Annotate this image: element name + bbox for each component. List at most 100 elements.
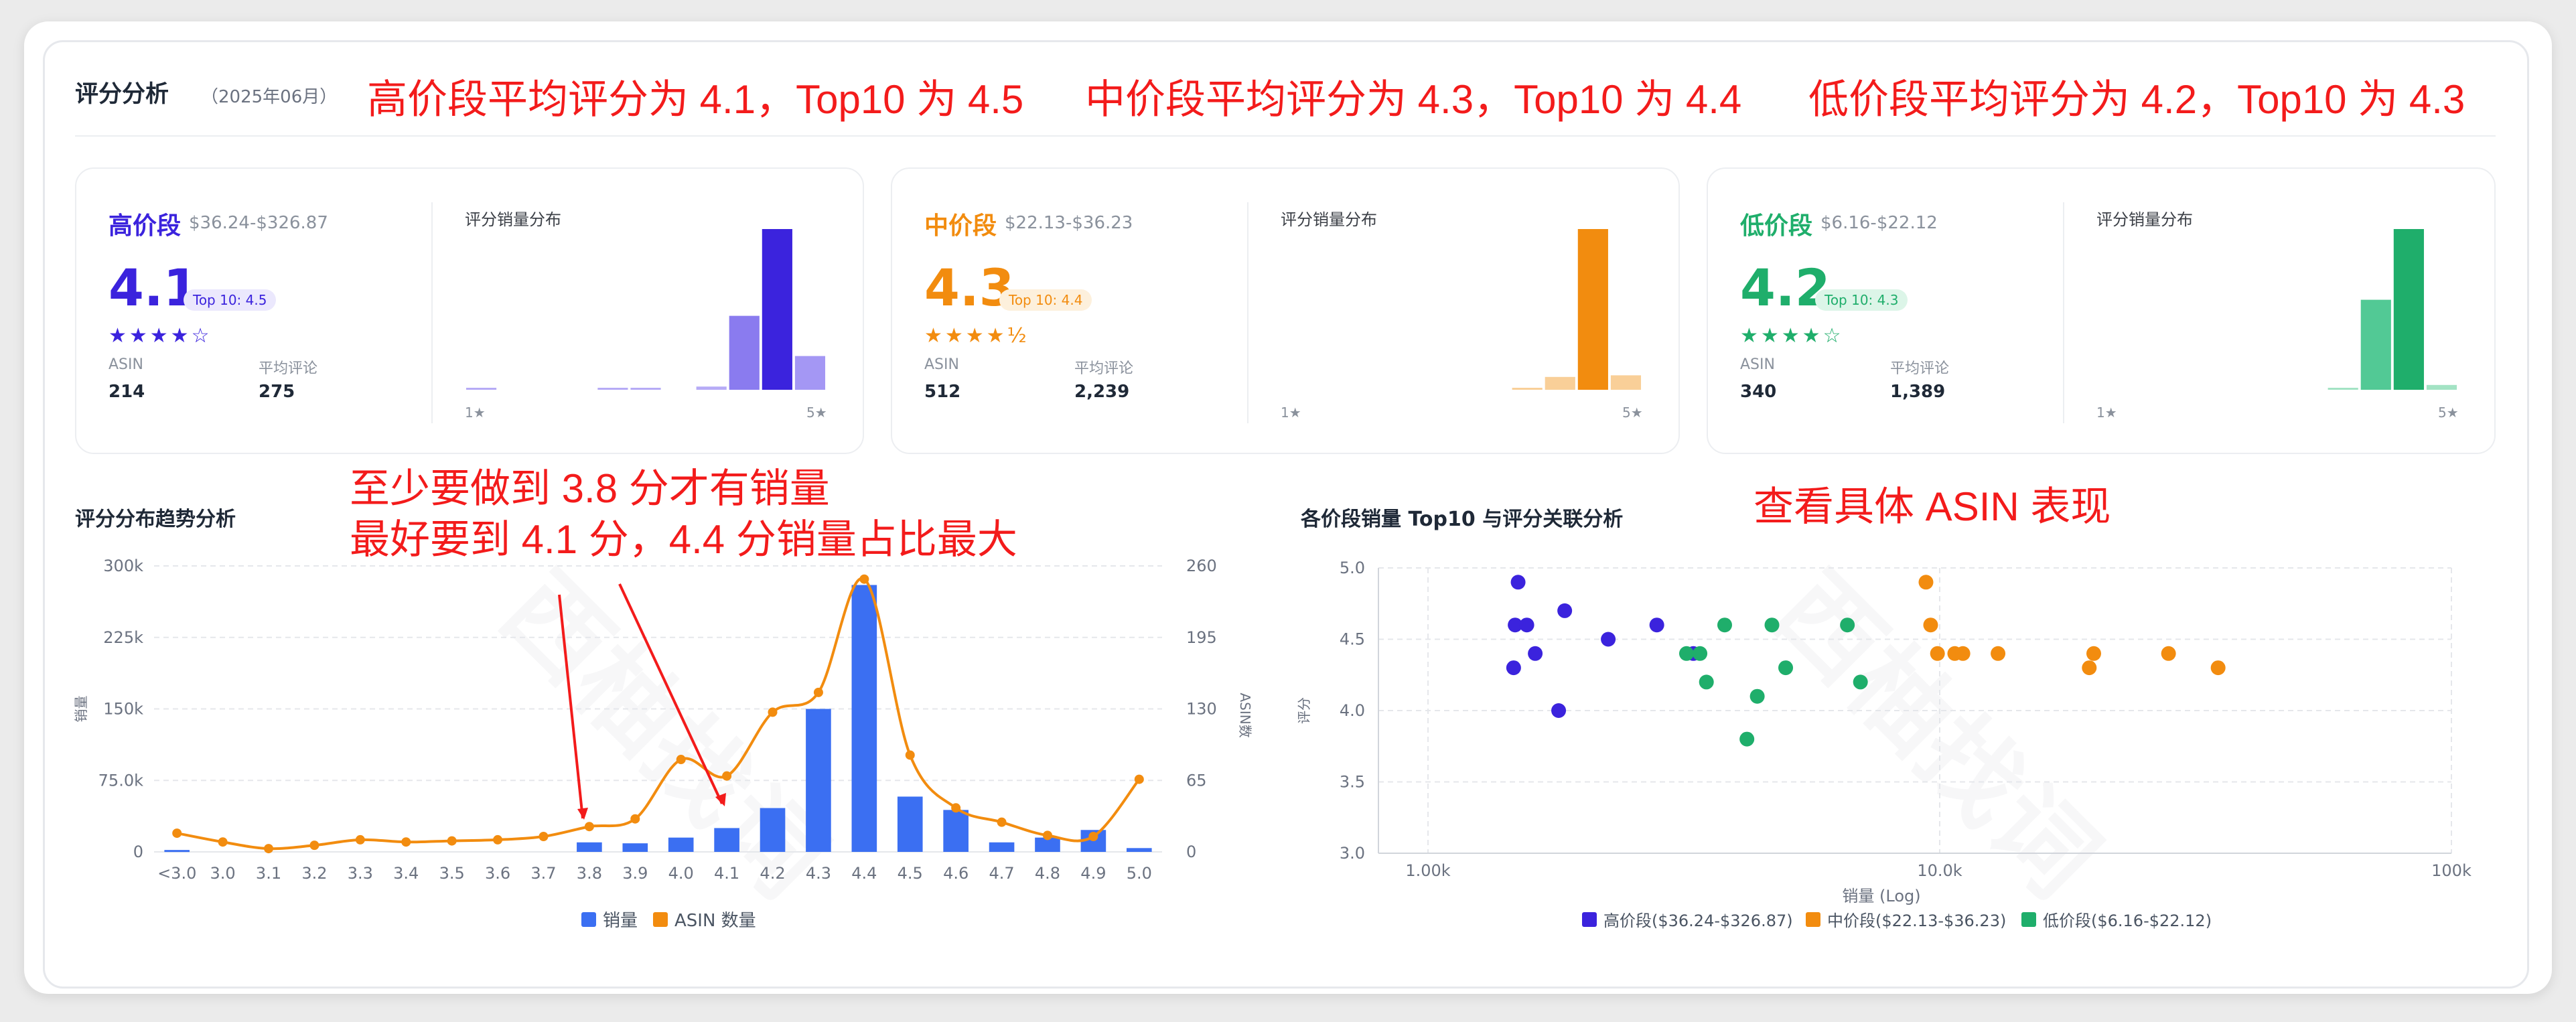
annotation-arrow-head xyxy=(577,808,588,820)
legend-label-sales: 销量 xyxy=(603,911,638,931)
sales-bar xyxy=(806,709,831,852)
asin-count-point xyxy=(859,574,869,584)
asin-count-point xyxy=(813,687,823,697)
dist-title: 评分销量分布 xyxy=(465,210,561,229)
x-tick-label: 3.4 xyxy=(393,864,419,883)
x-tick-label: 4.7 xyxy=(989,864,1014,883)
asin-count-point xyxy=(722,771,732,781)
dist-axis-left: 1★ xyxy=(465,405,486,421)
asin-value: 214 xyxy=(109,382,145,402)
x-tick-label: 4.0 xyxy=(668,864,694,883)
x-tick-label: 3.9 xyxy=(622,864,648,883)
scatter-point xyxy=(1699,674,1714,690)
annotation-mid: 中价段平均评分为 4.3，Top10 为 4.4 xyxy=(1085,77,1742,122)
y-tick-label: 300k xyxy=(103,557,143,575)
asin-count-point xyxy=(447,836,457,846)
card-range: $6.16-$22.12 xyxy=(1820,213,1938,233)
scatter-y-tick-label: 5.0 xyxy=(1340,559,1365,577)
x-tick-label: 3.5 xyxy=(439,864,465,883)
card-high: 高价段 $36.24-$326.87 4.1 Top 10: 4.5 ★★★★☆… xyxy=(75,167,864,454)
asin-count-line xyxy=(176,577,1141,851)
asin-count-point xyxy=(493,834,503,845)
card-tier: 低价段 xyxy=(1740,212,1813,240)
dist-title: 评分销量分布 xyxy=(1281,210,1377,229)
dist-axis-right: 5★ xyxy=(1622,405,1643,421)
card-low: 低价段 $6.16-$22.12 4.2 Top 10: 4.3 ★★★★☆ A… xyxy=(1707,167,2496,454)
reviews-label: 平均评论 xyxy=(1890,360,1950,377)
scatter-point xyxy=(2210,660,2226,676)
x-tick-label: 4.1 xyxy=(714,864,739,883)
dist-bar xyxy=(794,356,826,390)
scatter-x-tick-label: 10.0k xyxy=(1917,861,1962,880)
annotation-arrow xyxy=(558,594,584,819)
scatter-legend-swatch xyxy=(2021,912,2036,927)
scatter-y-tick-label: 4.5 xyxy=(1340,630,1365,649)
y2-tick-label: 65 xyxy=(1186,771,1207,790)
scatter-point xyxy=(1923,617,1938,633)
card-divider xyxy=(1247,202,1248,423)
rating-dist-chart xyxy=(1512,229,1642,390)
scatter-point xyxy=(2086,646,2101,661)
asin-count-point xyxy=(401,837,411,847)
scatter-legend-swatch xyxy=(1582,912,1597,927)
scatter-y-tick-label: 4.0 xyxy=(1340,701,1365,720)
asin-value: 512 xyxy=(924,382,961,402)
dist-bar xyxy=(2426,384,2457,390)
scatter-point xyxy=(1739,731,1755,747)
x-tick-label: 3.3 xyxy=(348,864,373,883)
star-rating-icon: ★★★★☆ xyxy=(109,324,212,348)
scatter-legend-label: 中价段($22.13-$36.23) xyxy=(1827,911,2006,930)
dist-bar xyxy=(597,388,628,390)
x-tick-label: 3.0 xyxy=(210,864,236,883)
scatter-point xyxy=(1918,575,1934,590)
asin-count-point xyxy=(630,814,640,824)
x-tick-label: 5.0 xyxy=(1127,864,1152,883)
dist-bar xyxy=(466,388,497,390)
scatter-point xyxy=(1649,617,1664,633)
dist-axis-left: 1★ xyxy=(2096,405,2117,421)
scatter-point xyxy=(1551,703,1567,718)
card-tier: 高价段 xyxy=(109,212,182,240)
trend-chart-title: 评分分布趋势分析 xyxy=(75,508,236,531)
dist-axis-right: 5★ xyxy=(2438,405,2459,421)
header-divider xyxy=(75,135,2496,137)
scatter-annotation: 查看具体 ASIN 表现 xyxy=(1754,484,2111,529)
dist-bar xyxy=(1577,229,1608,390)
sales-bar xyxy=(851,585,877,852)
asin-count-point xyxy=(355,834,365,845)
x-tick-label: 4.8 xyxy=(1035,864,1060,883)
asin-count-point xyxy=(218,837,228,847)
top10-badge: Top 10: 4.5 xyxy=(184,289,277,311)
legend-swatch-sales xyxy=(581,912,596,927)
asin-count-point xyxy=(768,707,778,717)
scatter-point xyxy=(1717,617,1732,633)
scatter-y-tick-label: 3.5 xyxy=(1340,773,1365,792)
asin-count-point xyxy=(951,803,961,813)
card-avg-rating: 4.2 xyxy=(1740,258,1831,317)
card-mid: 中价段 $22.13-$36.23 4.3 Top 10: 4.4 ★★★★½ … xyxy=(891,167,1680,454)
scatter-legend-label: 低价段($6.16-$22.12) xyxy=(2043,911,2212,930)
y-axis-label: 销量 xyxy=(73,696,89,723)
scatter-point xyxy=(1557,603,1573,618)
scatter-point xyxy=(1506,660,1521,676)
trend-annotation-line2: 最好要到 4.1 分，4.4 分销量占比最大 xyxy=(350,517,1017,562)
dist-bar xyxy=(696,386,727,390)
scatter-y-tick-label: 3.0 xyxy=(1340,844,1365,863)
asin-value: 340 xyxy=(1740,382,1777,402)
card-divider xyxy=(2063,202,2064,423)
card-tier: 中价段 xyxy=(924,212,997,240)
scatter-legend-swatch xyxy=(1806,912,1820,927)
sales-bar xyxy=(943,810,969,852)
scatter-x-tick-label: 1.00k xyxy=(1405,861,1450,880)
x-tick-label: 3.2 xyxy=(301,864,327,883)
scatter-legend-label: 高价段($36.24-$326.87) xyxy=(1603,911,1793,930)
sales-bar xyxy=(577,842,602,852)
annotation-low: 低价段平均评分为 4.2，Top10 为 4.3 xyxy=(1808,77,2465,122)
x-tick-label: 4.4 xyxy=(851,864,877,883)
legend-label-asin: ASIN 数量 xyxy=(674,911,756,931)
scatter-point xyxy=(1510,575,1526,590)
y-tick-label: 0 xyxy=(133,843,143,861)
sales-bar xyxy=(714,828,739,852)
asin-count-point xyxy=(905,750,915,760)
